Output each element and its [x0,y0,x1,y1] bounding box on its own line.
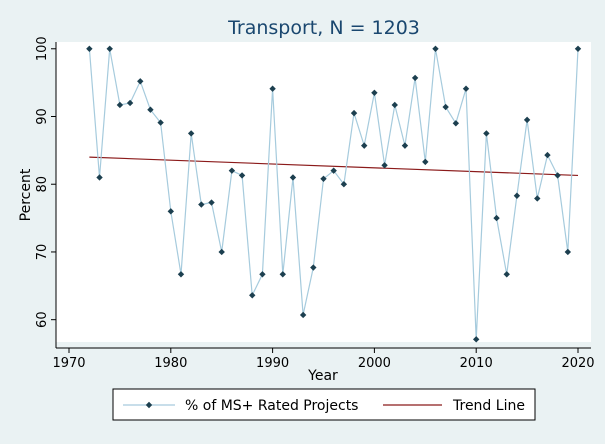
data-point [574,45,582,52]
data-point [126,99,134,107]
data-point [330,167,337,174]
data-point [473,336,480,343]
data-point [238,172,246,179]
data-point [350,109,358,117]
data-point [493,214,500,222]
data-point [452,120,460,127]
data-point [544,151,551,159]
x-tick-label: 2010 [460,356,493,371]
y-axis-label: Percent [18,168,34,221]
data-point [442,103,449,111]
data-point [391,101,398,109]
data-point [381,162,388,169]
data-point [503,271,510,278]
data-point [554,172,561,179]
data-point [422,158,429,166]
data-point [320,175,327,183]
data-point [157,119,164,126]
data-point [462,85,470,92]
trend-line [89,156,579,177]
data-point [106,45,113,52]
x-tick-label: 1980 [154,356,187,371]
data-point [371,89,378,96]
data-point [340,181,348,188]
data-point [513,192,521,199]
data-point [411,74,419,82]
x-axis-label: Year [307,368,338,384]
data-point [208,199,215,206]
data-point [279,271,286,278]
data-point [310,264,317,271]
y-tick-label: 90 [35,108,50,125]
x-tick-label: 1990 [256,356,289,371]
data-point [432,45,439,52]
data-point [96,174,103,181]
data-point [187,130,195,137]
data-point [116,101,124,109]
data-point [86,45,93,52]
y-tick-label: 80 [35,176,50,193]
data-point [198,201,205,208]
chart-title: Transport, N = 1203 [227,17,420,39]
data-point [564,248,572,256]
x-tick-label: 1970 [52,356,85,371]
data-point [534,195,541,202]
data-point [289,174,297,181]
legend-box [112,388,536,421]
data-point [269,85,276,92]
y-tick-label: 70 [35,244,50,261]
data-point [218,248,225,256]
data-point [177,271,185,278]
legend-marker-series [145,401,153,409]
data-point [228,167,236,174]
series-layer [86,45,582,343]
data-point [299,311,307,319]
data-point [361,142,368,149]
data-point [483,130,490,137]
axes: 1970 1980 1990 2000 2010 2020 60 70 80 90 100 [35,36,595,371]
data-point [401,142,409,149]
y-tick-label: 60 [35,311,50,328]
data-point [259,271,266,278]
data-point [523,116,531,124]
x-tick-label: 2000 [358,356,391,371]
legend-label-series: % of MS+ Rated Projects [185,398,358,414]
data-point [137,78,144,85]
y-tick-label: 100 [35,36,50,61]
data-point [249,292,256,299]
data-point [147,106,154,113]
plot-area [56,42,591,342]
data-point [167,208,174,215]
legend-label-trend: Trend Line [452,398,525,414]
legend: % of MS+ Rated Projects Trend Line [112,388,536,421]
x-tick-label: 2020 [561,356,594,371]
